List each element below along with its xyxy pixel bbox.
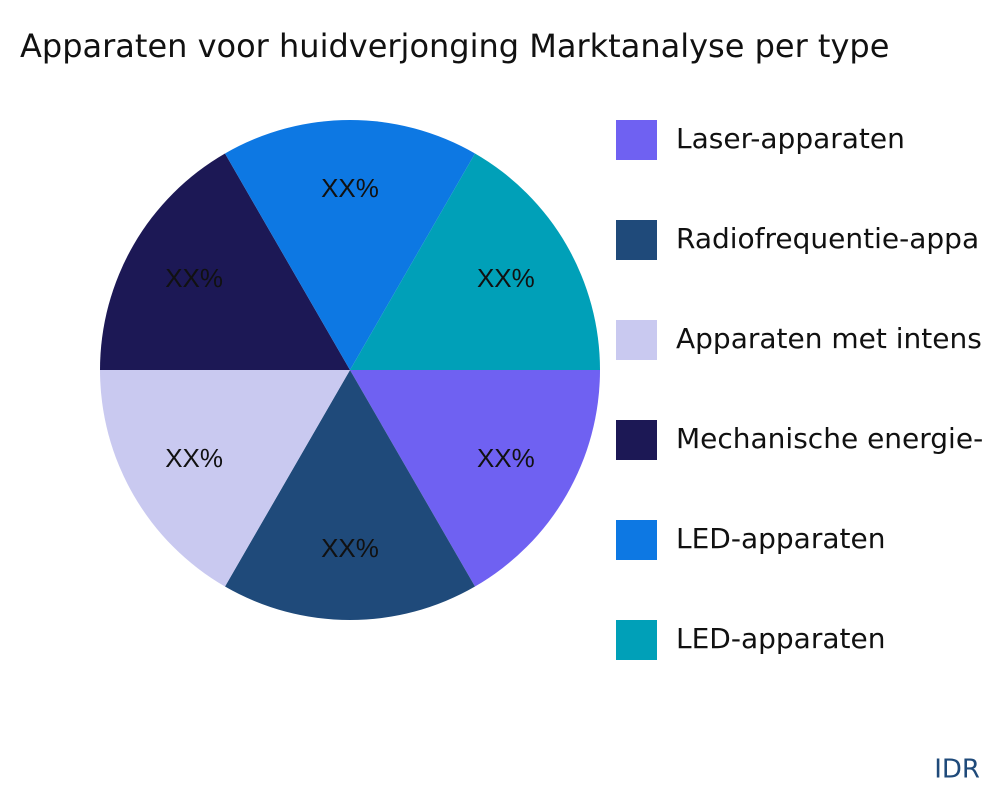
pie-slice [350, 370, 600, 587]
legend-swatch [616, 120, 657, 160]
pie-slice [225, 370, 475, 620]
pie-slice [100, 153, 350, 370]
legend-label: Laser-apparaten [676, 122, 905, 155]
legend-label: Apparaten met intens [676, 322, 982, 355]
chart-title: Apparaten voor huidverjonging Marktanaly… [20, 27, 889, 65]
pie-slice [225, 119, 475, 370]
legend-label: Radiofrequentie-appa [676, 222, 979, 255]
value-label: XX% [321, 173, 379, 203]
value-label: XX% [477, 263, 535, 293]
value-label: XX% [477, 443, 535, 473]
legend-swatch [616, 220, 657, 260]
pie-slice [350, 153, 600, 370]
legend-label: Mechanische energie- [676, 422, 983, 455]
value-label: XX% [321, 533, 379, 563]
legend-swatch [616, 620, 657, 660]
legend-swatch [616, 320, 657, 360]
source: IDR [934, 755, 980, 785]
value-label: XX% [165, 443, 223, 473]
value-label: XX% [165, 263, 223, 293]
legend-swatch [616, 520, 657, 560]
pie-slice [100, 370, 350, 587]
legend-swatch [616, 420, 657, 460]
legend-label: LED-apparaten [676, 522, 885, 555]
legend-label: LED-apparaten [676, 622, 885, 655]
